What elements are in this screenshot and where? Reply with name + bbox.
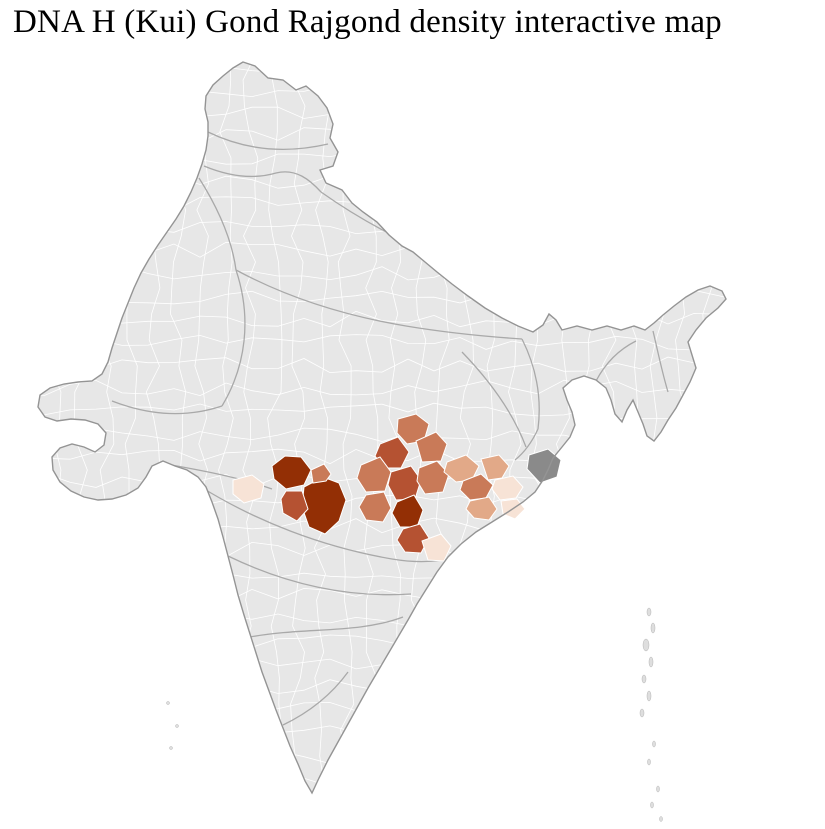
island xyxy=(659,816,663,822)
district-medium[interactable] xyxy=(416,460,450,495)
island xyxy=(175,724,179,728)
district-gray[interactable] xyxy=(526,448,562,484)
island xyxy=(647,758,651,766)
island xyxy=(641,674,647,684)
island xyxy=(656,785,660,793)
island xyxy=(166,701,170,705)
district-lowest[interactable] xyxy=(232,474,265,504)
district-medium[interactable] xyxy=(415,431,448,463)
island xyxy=(648,656,654,668)
district-low[interactable] xyxy=(465,496,498,521)
india-landmass xyxy=(38,62,726,793)
island xyxy=(652,740,656,748)
island xyxy=(650,801,654,809)
page-title: DNA H (Kui) Gond Rajgond density interac… xyxy=(13,4,722,40)
district-high[interactable] xyxy=(280,490,309,522)
district-medium[interactable] xyxy=(356,456,392,493)
district-medium[interactable] xyxy=(310,463,332,484)
district-lowest[interactable] xyxy=(491,475,524,501)
district-high[interactable] xyxy=(374,436,410,469)
district-medium[interactable] xyxy=(358,491,392,523)
island xyxy=(646,607,652,617)
district-lowest[interactable] xyxy=(421,533,452,562)
highlighted-districts xyxy=(232,413,562,562)
district-high[interactable] xyxy=(396,523,430,554)
island xyxy=(646,690,652,702)
district-highest[interactable] xyxy=(271,455,312,490)
island xyxy=(642,638,650,652)
district-low[interactable] xyxy=(480,454,510,481)
island xyxy=(169,746,173,750)
islands xyxy=(166,607,663,822)
island xyxy=(650,622,656,634)
island xyxy=(639,708,645,718)
